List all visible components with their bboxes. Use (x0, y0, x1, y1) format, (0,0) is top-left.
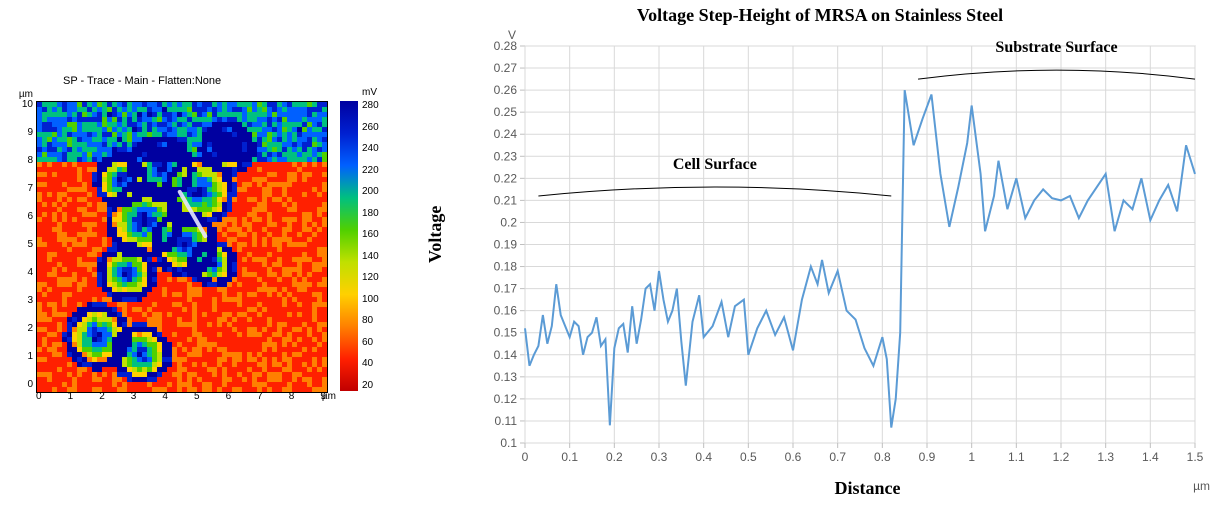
svg-text:0.5: 0.5 (740, 450, 757, 464)
afm-y-axis: µm 012345678910 (8, 87, 36, 393)
svg-text:0.24: 0.24 (494, 127, 518, 141)
afm-heatmap (37, 102, 327, 392)
afm-x-unit: µm (322, 391, 336, 402)
svg-text:0.3: 0.3 (651, 450, 668, 464)
line-chart: 0.10.110.120.130.140.150.160.170.180.190… (430, 28, 1210, 478)
afm-y-ticks: 012345678910 (8, 100, 36, 390)
svg-text:0.21: 0.21 (494, 193, 518, 207)
svg-text:0.2: 0.2 (606, 450, 623, 464)
chart-xlabel: Distance (420, 478, 1220, 499)
svg-text:0.11: 0.11 (495, 414, 518, 428)
svg-text:0.7: 0.7 (829, 450, 846, 464)
afm-colorbar-strip (340, 101, 358, 391)
chart-ylabel: Voltage (425, 206, 446, 263)
svg-text:0.1: 0.1 (561, 450, 578, 464)
svg-text:0: 0 (522, 450, 529, 464)
svg-text:1.1: 1.1 (1008, 450, 1025, 464)
svg-text:0.8: 0.8 (874, 450, 891, 464)
afm-image (36, 101, 328, 393)
svg-text:0.15: 0.15 (494, 326, 518, 340)
svg-text:0.22: 0.22 (494, 171, 518, 185)
svg-text:0.18: 0.18 (494, 260, 518, 274)
svg-text:0.1: 0.1 (500, 436, 517, 450)
chart-x-unit: µm (1193, 479, 1210, 493)
svg-text:1.5: 1.5 (1187, 450, 1204, 464)
svg-text:0.9: 0.9 (919, 450, 936, 464)
svg-text:0.4: 0.4 (695, 450, 712, 464)
chart-title: Voltage Step-Height of MRSA on Stainless… (420, 0, 1220, 28)
svg-text:0.19: 0.19 (494, 238, 518, 252)
svg-text:0.27: 0.27 (494, 61, 518, 75)
afm-panel: SP - Trace - Main - Flatten:None µm 0123… (8, 75, 398, 460)
svg-text:0.16: 0.16 (494, 304, 518, 318)
svg-text:0.6: 0.6 (785, 450, 802, 464)
svg-text:0.13: 0.13 (494, 370, 518, 384)
afm-colorbar: mV 2802602402202001801601401201008060402… (340, 101, 358, 391)
svg-text:0.12: 0.12 (494, 392, 518, 406)
svg-text:1.3: 1.3 (1097, 450, 1114, 464)
afm-x-ticks: 0123456789 (36, 391, 326, 402)
chart-panel: Voltage Step-Height of MRSA on Stainless… (420, 0, 1220, 528)
svg-text:0.23: 0.23 (494, 149, 518, 163)
svg-text:0.2: 0.2 (500, 215, 517, 229)
svg-text:0.14: 0.14 (494, 348, 518, 362)
svg-text:1: 1 (968, 450, 975, 464)
afm-header: SP - Trace - Main - Flatten:None (8, 75, 398, 87)
svg-text:0.25: 0.25 (494, 105, 518, 119)
afm-colorbar-ticks: 28026024022020018016014012010080604020 (362, 101, 379, 391)
afm-colorbar-unit: mV (362, 87, 377, 98)
svg-text:1.2: 1.2 (1053, 450, 1070, 464)
svg-text:1.4: 1.4 (1142, 450, 1159, 464)
chart-area: V Voltage 0.10.110.120.130.140.150.160.1… (430, 28, 1210, 478)
chart-y-unit: V (508, 28, 516, 42)
svg-text:0.17: 0.17 (494, 282, 518, 296)
svg-text:0.26: 0.26 (494, 83, 518, 97)
